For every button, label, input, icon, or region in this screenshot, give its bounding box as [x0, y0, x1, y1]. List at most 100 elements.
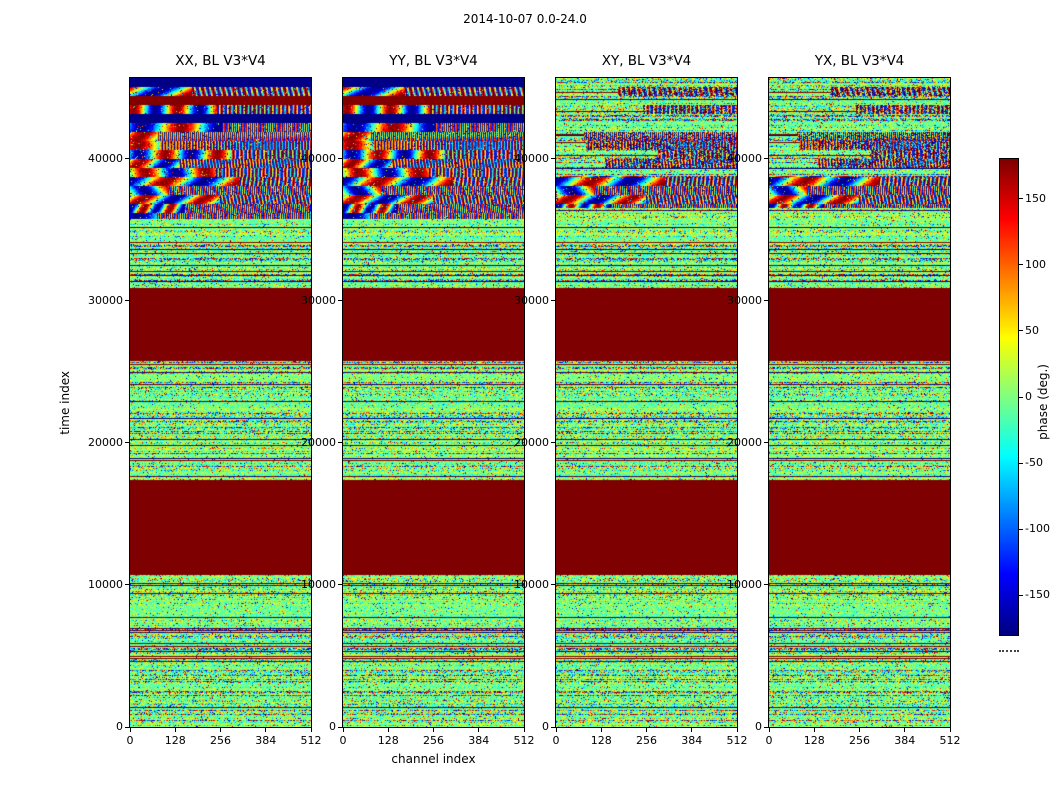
y-tick-mark: [764, 726, 768, 728]
colorbar-tick-label: 50: [1025, 323, 1039, 337]
x-tick-label: 256: [849, 734, 870, 747]
x-tick-mark: [691, 728, 693, 732]
x-tick-mark: [768, 728, 770, 732]
heatmap-canvas-xy: [556, 78, 737, 727]
x-axis-label: channel index: [391, 752, 476, 766]
x-tick-label: 384: [468, 734, 490, 747]
x-tick-label: 256: [423, 734, 444, 747]
x-tick-mark: [555, 728, 557, 732]
y-tick-mark: [764, 442, 768, 444]
heatmap-panel-yy: [342, 77, 525, 728]
x-tick-label: 384: [894, 734, 916, 747]
heatmap-panel-xx: [129, 77, 312, 728]
y-tick-mark: [551, 300, 555, 302]
x-tick-label: 384: [681, 734, 703, 747]
x-tick-mark: [310, 728, 312, 732]
colorbar-tick-label: 0: [1025, 390, 1032, 403]
y-tick-mark: [338, 726, 342, 728]
colorbar-tick-label: 150: [1025, 191, 1046, 205]
x-tick-mark: [478, 728, 480, 732]
colorbar-tick-mark: [1019, 462, 1023, 464]
x-tick-mark: [342, 728, 344, 732]
figure-title: 2014-10-07 0.0-24.0: [463, 12, 587, 26]
x-tick-mark: [646, 728, 647, 732]
colorbar-tick-mark: [1019, 528, 1023, 530]
y-tick-label: 40000: [301, 151, 336, 165]
x-tick-label: 0: [126, 734, 134, 747]
heatmap-panel-xy: [555, 77, 738, 728]
y-tick-mark: [125, 584, 129, 586]
x-tick-mark: [174, 728, 176, 732]
heatmap-canvas-yx: [769, 78, 950, 727]
y-tick-label: 30000: [727, 293, 762, 307]
y-tick-mark: [764, 300, 768, 302]
x-tick-mark: [433, 728, 434, 732]
x-tick-label: 0: [339, 734, 347, 747]
y-tick-label: 10000: [88, 577, 123, 591]
y-tick-label: 20000: [514, 435, 549, 449]
y-tick-label: 30000: [88, 293, 123, 307]
y-tick-label: 0: [542, 720, 549, 733]
x-tick-mark: [523, 728, 525, 732]
x-tick-mark: [387, 728, 389, 732]
y-tick-mark: [338, 300, 342, 302]
x-tick-label: 0: [552, 734, 560, 747]
colorbar-tick-mark: [1019, 198, 1023, 200]
x-tick-label: 512: [939, 734, 961, 747]
subplot-title-xy: XY, BL V3*V4: [601, 53, 692, 69]
subplot-title-xx: XX, BL V3*V4: [175, 53, 266, 69]
colorbar-tick-label: 100: [1025, 257, 1046, 271]
colorbar-tick-label: -100: [1025, 522, 1050, 536]
x-tick-label: 128: [377, 734, 399, 747]
y-tick-label: 40000: [514, 151, 549, 165]
x-tick-label: 128: [164, 734, 186, 747]
y-tick-label: 40000: [727, 151, 762, 165]
x-tick-label: 512: [300, 734, 322, 747]
colorbar-gradient: [1000, 159, 1018, 635]
y-tick-label: 0: [755, 720, 762, 733]
colorbar-tick-label: -150: [1025, 588, 1050, 602]
y-tick-mark: [125, 300, 129, 302]
colorbar-tick-label: -50: [1025, 456, 1043, 470]
x-tick-mark: [736, 728, 738, 732]
heatmap-canvas-yy: [343, 78, 524, 727]
x-tick-label: 128: [590, 734, 612, 747]
x-tick-mark: [220, 728, 221, 732]
y-tick-mark: [764, 584, 768, 586]
colorbar-tick-mark: [1019, 330, 1023, 332]
subplot-title-yy: YY, BL V3*V4: [389, 53, 478, 69]
y-axis-label: time index: [58, 371, 72, 435]
y-tick-label: 0: [329, 720, 336, 733]
x-tick-mark: [600, 728, 602, 732]
colorbar-tick-mark: [1019, 594, 1023, 596]
x-tick-label: 128: [803, 734, 825, 747]
x-tick-mark: [129, 728, 131, 732]
y-tick-label: 10000: [301, 577, 336, 591]
y-tick-label: 0: [116, 720, 123, 733]
y-tick-mark: [551, 442, 555, 444]
x-tick-mark: [904, 728, 906, 732]
colorbar: [999, 158, 1019, 636]
y-tick-label: 20000: [727, 435, 762, 449]
y-tick-mark: [125, 442, 129, 444]
y-tick-label: 10000: [727, 577, 762, 591]
x-tick-label: 256: [210, 734, 231, 747]
x-tick-label: 512: [726, 734, 748, 747]
y-tick-mark: [125, 158, 129, 160]
x-tick-label: 0: [765, 734, 773, 747]
y-tick-label: 20000: [88, 435, 123, 449]
y-tick-mark: [338, 442, 342, 444]
y-tick-mark: [551, 726, 555, 728]
colorbar-tick-mark: [1019, 396, 1023, 398]
y-tick-mark: [551, 158, 555, 160]
subplot-title-yx: YX, BL V3*V4: [814, 53, 905, 69]
y-tick-mark: [764, 158, 768, 160]
colorbar-extend-dots: [999, 650, 1019, 652]
x-tick-mark: [949, 728, 951, 732]
colorbar-tick-mark: [1019, 264, 1023, 266]
y-tick-mark: [338, 158, 342, 160]
heatmap-canvas-xx: [130, 78, 311, 727]
y-tick-label: 20000: [301, 435, 336, 449]
y-tick-label: 30000: [301, 293, 336, 307]
